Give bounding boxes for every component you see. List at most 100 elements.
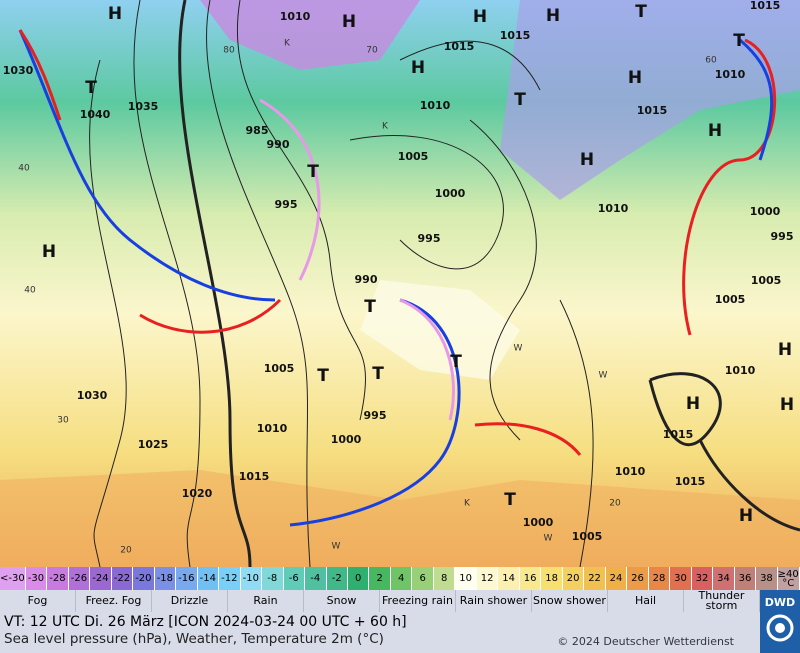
legend-item: Snow xyxy=(304,590,380,612)
center: H xyxy=(473,7,487,27)
scale-cell: 10 xyxy=(455,567,477,590)
legend-item: Thunder storm xyxy=(684,590,760,612)
temperature-label: 80 xyxy=(223,46,235,56)
scale-cell: -6 xyxy=(283,567,306,590)
region-letter: W xyxy=(544,534,553,544)
scale-cell: -18 xyxy=(154,567,177,590)
pressure-label: 1035 xyxy=(128,100,159,113)
region-letter: W xyxy=(599,371,608,381)
center: T xyxy=(85,78,97,98)
valid-time: VT: 12 UTC Di. 26 März [ICON 2024-03-24 … xyxy=(4,614,407,630)
scale-cell: 0 xyxy=(347,567,370,590)
cold-area xyxy=(500,0,800,200)
center: H xyxy=(580,150,594,170)
pressure-label: 1005 xyxy=(572,530,603,543)
weather-map: 1010101510301035104098599099510151015101… xyxy=(0,0,800,567)
pressure-label: 1010 xyxy=(598,202,629,215)
scale-cell: 26 xyxy=(627,567,649,590)
cold-area xyxy=(200,0,420,70)
isobars xyxy=(89,0,800,567)
center: H xyxy=(42,242,56,262)
center: T xyxy=(635,2,647,22)
center: T xyxy=(514,90,526,110)
pressure-label: 1015 xyxy=(750,0,781,12)
pressure-label: 1010 xyxy=(615,465,646,478)
pressure-label: 1000 xyxy=(331,433,362,446)
center: H xyxy=(686,394,700,414)
scale-cell: -24 xyxy=(90,567,112,590)
pressure-label: 1005 xyxy=(715,293,746,306)
temperature-label: 40 xyxy=(24,286,36,296)
scale-cell: -16 xyxy=(176,567,198,590)
scale-cell: 8 xyxy=(433,567,456,590)
legend-item: Freez. Fog xyxy=(76,590,152,612)
pressure-label: 990 xyxy=(267,138,290,151)
scale-cell: 28 xyxy=(648,567,671,590)
center: H xyxy=(628,68,642,88)
scale-cell: 36 xyxy=(734,567,757,590)
scale-cell: 22 xyxy=(584,567,606,590)
scale-cell: -8 xyxy=(262,567,284,590)
pressure-label: 1015 xyxy=(663,428,694,441)
pressure-label: 1000 xyxy=(523,516,554,529)
temperature-label: 40 xyxy=(18,164,30,174)
pressure-label: 995 xyxy=(275,198,298,211)
pressure-label: 1000 xyxy=(435,187,466,200)
pressure-label: 1005 xyxy=(264,362,295,375)
description: Sea level pressure (hPa), Weather, Tempe… xyxy=(4,631,384,647)
copyright: © 2024 Deutscher Wetterdienst xyxy=(557,635,734,648)
pressure-label: 1010 xyxy=(257,422,288,435)
temperature-label: 70 xyxy=(366,46,378,56)
pressure-label: 1015 xyxy=(675,475,706,488)
scale-cell: <-30 xyxy=(0,567,26,590)
center: H xyxy=(708,121,722,141)
scale-cell: 6 xyxy=(412,567,434,590)
pressure-label: 1040 xyxy=(80,108,111,121)
scale-cell: 20 xyxy=(562,567,585,590)
scale-cell: -4 xyxy=(305,567,327,590)
scale-cell: 18 xyxy=(541,567,563,590)
temperature-label: 60 xyxy=(705,56,717,66)
pressure-label: 1030 xyxy=(77,389,108,402)
temperature-label: 20 xyxy=(609,499,621,509)
footer: VT: 12 UTC Di. 26 März [ICON 2024-03-24 … xyxy=(0,612,760,653)
legend-item: Snow shower xyxy=(532,590,608,612)
center: T xyxy=(364,297,376,317)
center: T xyxy=(317,366,329,386)
fronts xyxy=(18,29,777,527)
center: T xyxy=(372,364,384,384)
region-letter: K xyxy=(464,499,471,509)
center: T xyxy=(307,162,319,182)
scale-cell: 12 xyxy=(476,567,499,590)
legend-item: Drizzle xyxy=(152,590,228,612)
warm-area xyxy=(0,470,800,567)
logo: DWD xyxy=(760,590,800,653)
pressure-label: 1000 xyxy=(750,205,781,218)
center: H xyxy=(780,395,794,415)
region-letter: W xyxy=(332,542,341,552)
region-letter: K xyxy=(382,122,389,132)
pressure-label: 1010 xyxy=(715,68,746,81)
scale-cell: -22 xyxy=(111,567,134,590)
scale-cell: -14 xyxy=(197,567,220,590)
center: H xyxy=(546,6,560,26)
temperature-label: 30 xyxy=(57,416,69,426)
scale-cell: 16 xyxy=(519,567,542,590)
pressure-label: 995 xyxy=(418,232,441,245)
scale-cell: 32 xyxy=(691,567,714,590)
pressure-label: 995 xyxy=(771,230,794,243)
scale-cell: 14 xyxy=(498,567,520,590)
pressure-label: 1025 xyxy=(138,438,169,451)
center: T xyxy=(450,352,462,372)
legend-item: Hail xyxy=(608,590,684,612)
center: H xyxy=(778,340,792,360)
scale-cell: 24 xyxy=(605,567,628,590)
scale-cell: -26 xyxy=(68,567,91,590)
center: T xyxy=(733,31,745,51)
scale-cell: 34 xyxy=(713,567,735,590)
weather-legend: Fog Freez. Fog Drizzle Rain Snow Freezing rai… xyxy=(0,590,760,612)
scale-cell: ≥40 °C xyxy=(777,567,800,590)
pressure-label: 1010 xyxy=(280,10,311,23)
color-scale: <-30 -30 -28 -26 -24 -22 -20 -18 -16 -14 -12 -10 -8-… xyxy=(0,567,800,590)
